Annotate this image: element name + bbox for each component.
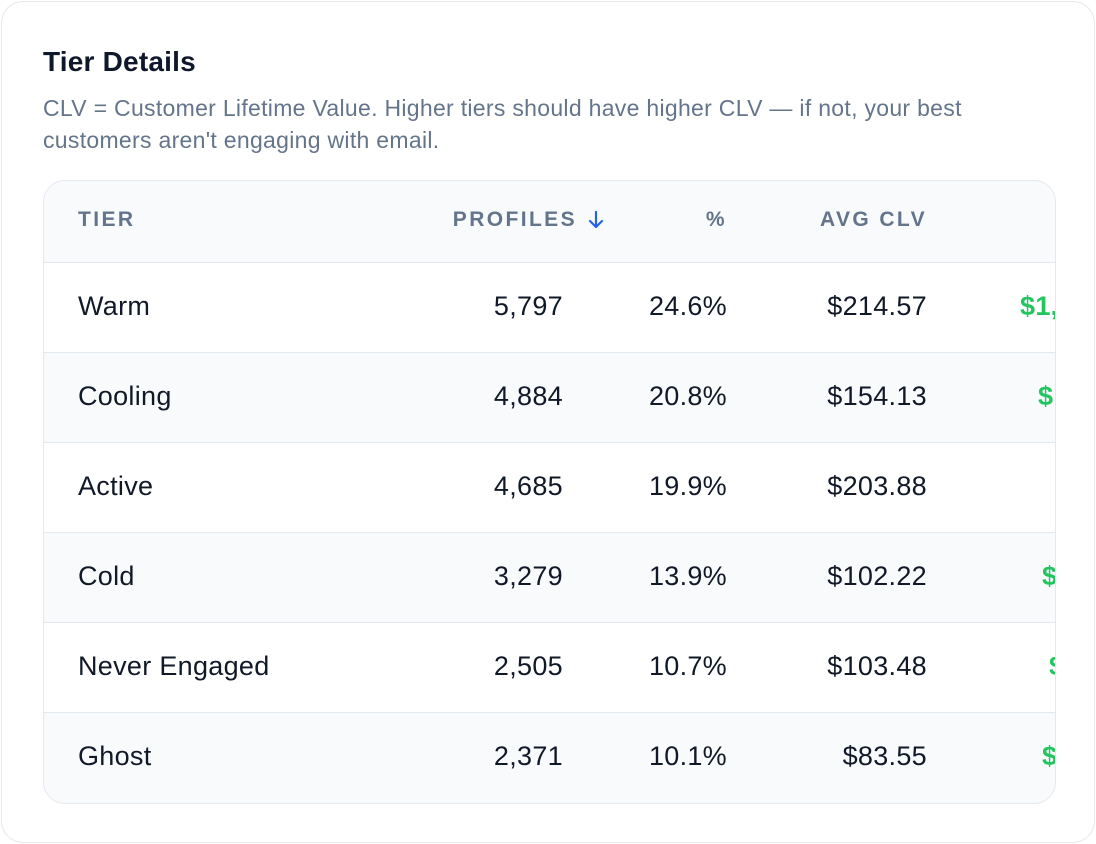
cell-percent: 10.1% (648, 741, 727, 771)
cell-profiles: 4,884 (493, 381, 563, 411)
table-row: Cold 3,279 13.9% $102.22 $ (44, 533, 1055, 623)
cell-avg-clv: $203.88 (827, 471, 927, 501)
column-header-profiles-label: PROFILES (452, 208, 577, 231)
table-body: Warm 5,797 24.6% $214.57 $1, Cooling 4,8… (44, 263, 1055, 803)
cell-avg-clv: $154.13 (827, 381, 927, 411)
column-header-avg-clv[interactable]: AVG CLV (819, 208, 927, 231)
table-row: Warm 5,797 24.6% $214.57 $1, (44, 263, 1055, 353)
cell-tier: Warm (78, 291, 151, 321)
card-description: CLV = Customer Lifetime Value. Higher ti… (43, 95, 962, 153)
cell-tier: Cooling (78, 381, 172, 411)
cell-percent: 10.7% (648, 651, 727, 681)
cell-clipped-value: $ (1042, 561, 1056, 591)
cell-profiles: 5,797 (493, 291, 563, 321)
cell-tier: Active (78, 471, 154, 501)
cell-clipped-value: $ (1042, 741, 1056, 771)
cell-profiles: 2,371 (493, 741, 563, 771)
table-row: Cooling 4,884 20.8% $154.13 $ (44, 353, 1055, 443)
cell-percent: 19.9% (648, 471, 727, 501)
column-header-percent[interactable]: % (705, 208, 727, 231)
arrow-down-icon (588, 210, 604, 229)
card-title: Tier Details (43, 46, 196, 77)
cell-profiles: 4,685 (493, 471, 563, 501)
cell-avg-clv: $102.22 (827, 561, 927, 591)
cell-avg-clv: $103.48 (827, 651, 927, 681)
cell-tier: Never Engaged (78, 651, 270, 681)
table-row: Never Engaged 2,505 10.7% $103.48 $ (44, 623, 1055, 713)
cell-percent: 20.8% (648, 381, 727, 411)
cell-avg-clv: $214.57 (827, 291, 927, 321)
column-header-profiles[interactable]: PROFILES (453, 208, 605, 232)
cell-avg-clv: $83.55 (842, 741, 927, 771)
cell-percent: 24.6% (648, 291, 727, 321)
cell-tier: Cold (78, 561, 135, 591)
column-header-tier[interactable]: TIER (78, 208, 136, 231)
cell-percent: 13.9% (648, 561, 727, 591)
tier-table: TIER PROFILES % AVG CLV Warm 5,797 24.6%… (43, 180, 1056, 804)
table-row: Active 4,685 19.9% $203.88 (44, 443, 1055, 533)
table-header: TIER PROFILES % AVG CLV (44, 181, 1055, 263)
cell-profiles: 3,279 (493, 561, 563, 591)
cell-clipped-value: $ (1049, 651, 1055, 682)
cell-profiles: 2,505 (493, 651, 563, 681)
cell-tier: Ghost (78, 741, 152, 771)
table-row: Ghost 2,371 10.1% $83.55 $ (44, 713, 1055, 803)
cell-clipped-value: $ (1038, 381, 1054, 411)
cell-clipped-value: $1, (1020, 291, 1056, 321)
